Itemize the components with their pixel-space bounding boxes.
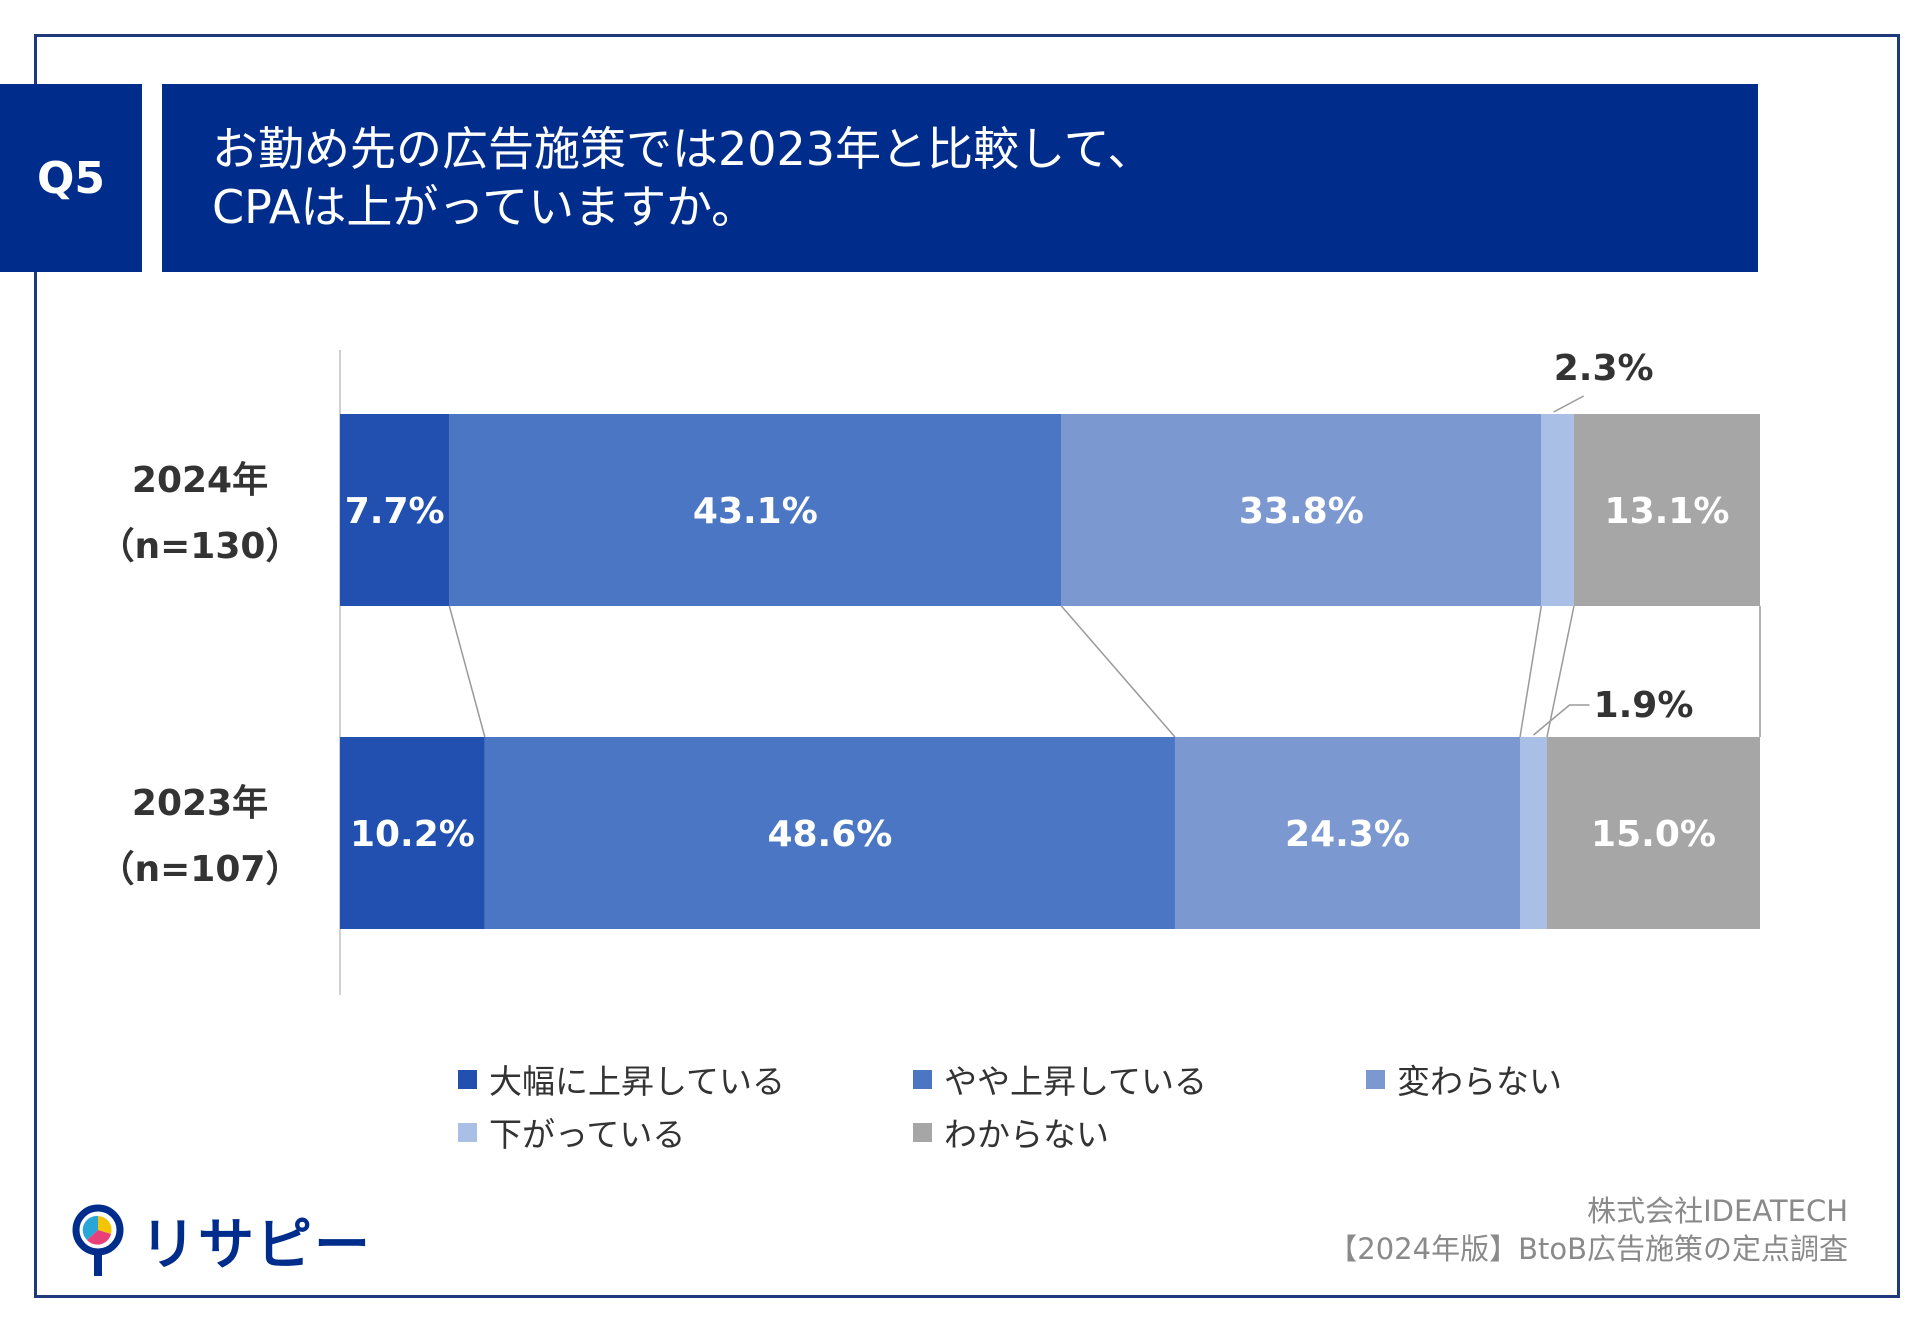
legend-label: わからない — [944, 1115, 1109, 1154]
data-label-0-0: 7.7% — [345, 491, 445, 532]
bar-segment-0-4 — [1573, 414, 1760, 606]
outer-frame — [34, 34, 1900, 1298]
legend-swatch — [913, 1069, 932, 1089]
data-label-0-3: 2.3% — [1554, 348, 1654, 389]
legend-item-3: 変わらない — [1366, 1055, 1562, 1103]
bar-segment-0-3 — [1541, 414, 1574, 606]
data-label-1-4: 15.0% — [1591, 814, 1716, 855]
question-text-line-2: CPAは上がっていますか。 — [212, 180, 758, 234]
legend-item-4: 下がっている — [458, 1108, 685, 1156]
legend-item-1: 大幅に上昇している — [458, 1055, 785, 1103]
callout-line-1 — [1533, 704, 1590, 736]
bar-segment-1-1 — [484, 737, 1175, 929]
legend-swatch — [458, 1122, 477, 1142]
legend-label: やや上昇している — [944, 1062, 1208, 1101]
risapy-logo-icon — [72, 1204, 124, 1276]
legend-item-5: わからない — [913, 1108, 1109, 1156]
source-company: 株式会社IDEATECH — [1587, 1194, 1848, 1228]
series-line-2 — [1060, 605, 1176, 738]
data-label-1-0: 10.2% — [350, 814, 475, 855]
risapy-logo: リサピー — [70, 1200, 372, 1281]
series-line-1 — [448, 605, 486, 738]
question-banner: お勤め先の広告施策では2023年と比較して、 CPAは上がっていますか。 — [162, 84, 1758, 272]
category-label-0: 2024年 — [132, 460, 268, 501]
source-credit: 株式会社IDEATECH 【2024年版】BtoB広告施策の定点調査 — [1328, 1192, 1848, 1268]
data-label-0-2: 33.8% — [1239, 491, 1364, 532]
bar-segment-1-4 — [1547, 737, 1760, 929]
category-n-label-1: （n=107） — [99, 849, 302, 890]
legend-label: 変わらない — [1397, 1062, 1562, 1101]
data-label-0-1: 43.1% — [693, 491, 818, 532]
bar-segment-0-1 — [449, 414, 1062, 606]
bar-segment-0-0 — [340, 414, 450, 606]
bar-segment-0-2 — [1061, 414, 1542, 606]
question-number-badge: Q5 — [0, 84, 142, 272]
data-label-1-3: 1.9% — [1594, 685, 1694, 726]
category-n-label-0: （n=130） — [99, 526, 302, 567]
question-text-line-1: お勤め先の広告施策では2023年と比較して、 — [212, 122, 1154, 176]
bar-segment-1-3 — [1520, 737, 1547, 929]
legend-label: 下がっている — [489, 1115, 686, 1154]
data-label-1-2: 24.3% — [1285, 814, 1410, 855]
callout-line-0 — [1553, 395, 1585, 413]
legend-swatch — [458, 1069, 477, 1089]
legend-swatch — [913, 1122, 932, 1142]
source-report-title: 【2024年版】BtoB広告施策の定点調査 — [1328, 1232, 1848, 1266]
series-line-3 — [1519, 605, 1543, 738]
category-label-1: 2023年 — [132, 783, 268, 824]
data-label-1-1: 48.6% — [767, 814, 892, 855]
data-label-0-4: 13.1% — [1605, 491, 1730, 532]
series-line-4 — [1546, 605, 1575, 738]
bar-segment-1-2 — [1174, 737, 1521, 929]
bar-segment-1-0 — [340, 737, 485, 929]
legend-item-2: やや上昇している — [913, 1055, 1207, 1103]
legend-label: 大幅に上昇している — [489, 1062, 786, 1101]
logo-text: リサピー — [140, 1213, 372, 1278]
legend-swatch — [1366, 1069, 1385, 1089]
